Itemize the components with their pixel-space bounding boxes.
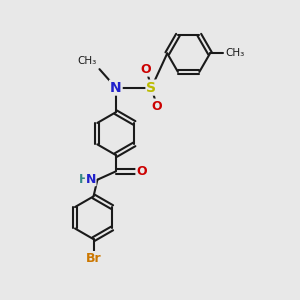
Text: CH₃: CH₃ [78,56,97,66]
Text: N: N [85,172,96,186]
Text: N: N [110,81,122,94]
Text: O: O [136,165,147,178]
Text: Br: Br [86,252,101,265]
Text: O: O [141,63,152,76]
Text: O: O [152,100,162,112]
Text: H: H [79,172,89,186]
Text: CH₃: CH₃ [226,48,245,59]
Text: S: S [146,81,157,94]
